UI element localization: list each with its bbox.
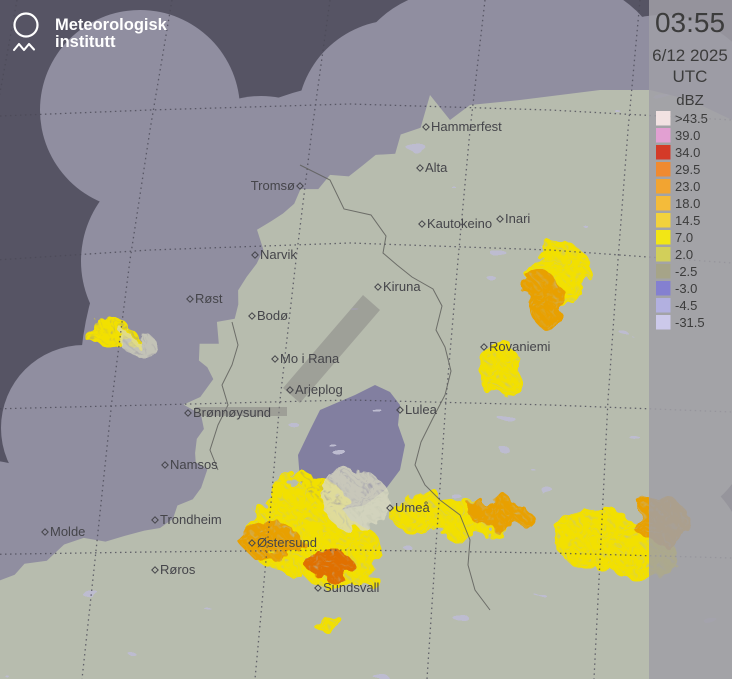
svg-text:Namsos: Namsos [170, 457, 218, 472]
svg-text:18.0: 18.0 [675, 196, 700, 211]
svg-text:Brønnøysund: Brønnøysund [193, 405, 271, 420]
svg-text:Østersund: Østersund [257, 535, 317, 550]
svg-text:34.0: 34.0 [675, 145, 700, 160]
svg-text:14.5: 14.5 [675, 213, 700, 228]
svg-text:Alta: Alta [425, 160, 448, 175]
svg-text:institutt: institutt [55, 33, 116, 51]
svg-text:Umeå: Umeå [395, 500, 430, 515]
svg-text:Trondheim: Trondheim [160, 512, 222, 527]
svg-text:-2.5: -2.5 [675, 264, 697, 279]
svg-text:29.5: 29.5 [675, 162, 700, 177]
svg-text:23.0: 23.0 [675, 179, 700, 194]
svg-text:Kiruna: Kiruna [383, 279, 421, 294]
svg-text:-3.0: -3.0 [675, 281, 697, 296]
svg-text:>43.5: >43.5 [675, 111, 708, 126]
svg-text:6/12 2025: 6/12 2025 [652, 46, 728, 65]
svg-text:Kautokeino: Kautokeino [427, 216, 492, 231]
svg-text:39.0: 39.0 [675, 128, 700, 143]
svg-text:7.0: 7.0 [675, 230, 693, 245]
svg-text:Mo i Rana: Mo i Rana [280, 351, 340, 366]
svg-text:Røros: Røros [160, 562, 196, 577]
svg-text:Arjeplog: Arjeplog [295, 382, 343, 397]
svg-text:2.0: 2.0 [675, 247, 693, 262]
svg-text:Sundsvall: Sundsvall [323, 580, 379, 595]
svg-text:Narvik: Narvik [260, 247, 297, 262]
svg-text:dBZ: dBZ [676, 92, 704, 109]
svg-text:Inari: Inari [505, 211, 530, 226]
svg-text:-31.5: -31.5 [675, 315, 705, 330]
svg-text:Meteorologisk: Meteorologisk [55, 16, 168, 34]
svg-text:Lulea: Lulea [405, 402, 438, 417]
svg-text:Bodø: Bodø [257, 308, 288, 323]
svg-text:Hammerfest: Hammerfest [431, 119, 502, 134]
svg-text:UTC: UTC [673, 67, 708, 86]
svg-text:Rovaniemi: Rovaniemi [489, 339, 551, 354]
svg-text:03:55: 03:55 [655, 7, 725, 38]
svg-text:Røst: Røst [195, 291, 223, 306]
svg-text:Molde: Molde [50, 524, 85, 539]
svg-text:Tromsø: Tromsø [251, 178, 295, 193]
svg-text:-4.5: -4.5 [675, 298, 697, 313]
